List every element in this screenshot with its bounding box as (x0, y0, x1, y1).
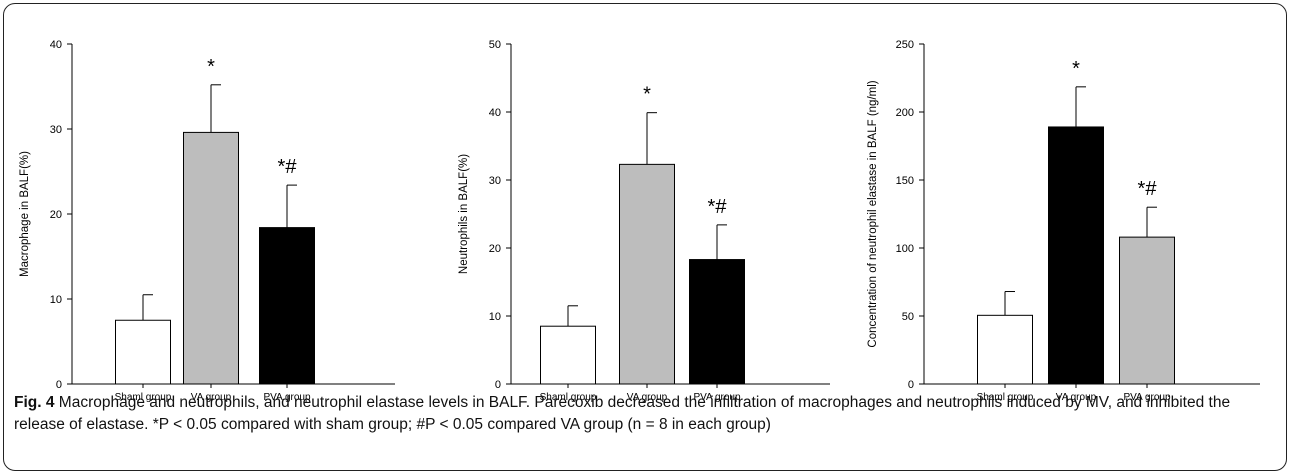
y-axis-label: Concentration of neutrophil elastase in … (867, 80, 879, 347)
figure-frame (3, 3, 1287, 471)
y-tick-label: 0 (495, 379, 501, 391)
y-tick-label: 200 (896, 107, 914, 119)
y-tick-label: 20 (50, 209, 62, 221)
bar (619, 163, 675, 385)
x-tick-label: PVA group (693, 392, 741, 403)
bar (115, 319, 171, 385)
x-tick-label: VA group (191, 392, 232, 403)
macrophage-bar-chart: 0 10 20 30 40 Macrophage in BALF(%) Shaml grou… (19, 39, 395, 403)
neutrophils-bar-chart: 0 10 20 30 40 50 Neutrophils in BALF(%) Shaml g… (458, 39, 830, 403)
bar (540, 325, 596, 385)
caption-text: Macrophage and neutrophils, and neutroph… (14, 394, 1231, 433)
y-axis-label: Neutrophils in BALF(%) (458, 154, 470, 274)
y-axis-label: Macrophage in BALF(%) (19, 151, 31, 277)
bar (1119, 236, 1175, 385)
significance-annotation: * (1072, 58, 1080, 80)
figure-label: Fig. 4 (14, 394, 55, 411)
y-tick-label: 30 (50, 124, 62, 136)
x-tick-label: PVA group (1123, 392, 1171, 403)
y-tick-label: 30 (489, 175, 501, 187)
elastase-bar-chart: 0 50 100 150 200 250 Concentration of neutroph… (867, 39, 1260, 403)
x-tick-label: PVA group (263, 392, 311, 403)
x-tick-label: Shaml group (540, 392, 597, 403)
y-tick-label: 40 (489, 107, 501, 119)
bar (1048, 126, 1104, 385)
x-tick-label: VA group (1056, 392, 1097, 403)
y-tick-label: 0 (908, 379, 914, 391)
bar (183, 131, 239, 385)
y-tick-label: 40 (50, 39, 62, 51)
x-tick-label: VA group (627, 392, 668, 403)
significance-annotation: *# (708, 196, 728, 218)
y-tick-label: 10 (489, 311, 501, 323)
bar (977, 314, 1033, 385)
y-tick-label: 20 (489, 243, 501, 255)
figure-caption: Fig. 4 Macrophage and neutrophils, and n… (14, 392, 1276, 436)
significance-annotation: *# (278, 156, 298, 178)
significance-annotation: * (207, 56, 215, 78)
bar (259, 227, 315, 385)
x-tick-label: Shaml group (115, 392, 172, 403)
x-tick-label: Shaml group (977, 392, 1034, 403)
significance-annotation: *# (1138, 178, 1158, 200)
y-tick-label: 0 (56, 379, 62, 391)
y-tick-label: 10 (50, 294, 62, 306)
y-tick-label: 150 (896, 175, 914, 187)
y-tick-label: 50 (902, 311, 914, 323)
y-tick-label: 50 (489, 39, 501, 51)
bar (689, 259, 745, 385)
y-tick-label: 250 (896, 39, 914, 51)
y-tick-label: 100 (896, 243, 914, 255)
significance-annotation: * (643, 84, 651, 106)
